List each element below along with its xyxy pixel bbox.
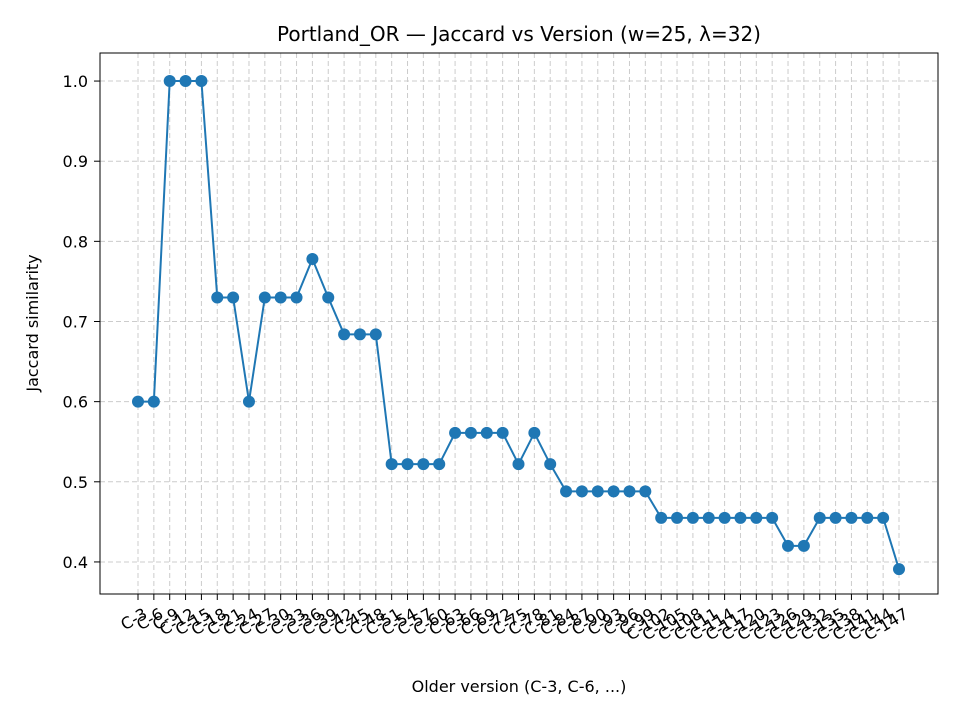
data-point xyxy=(575,485,588,498)
data-point xyxy=(401,458,414,471)
data-point xyxy=(607,485,620,498)
y-tick-label: 0.4 xyxy=(63,553,88,572)
data-point xyxy=(147,395,160,408)
data-point xyxy=(702,511,715,524)
y-axis-label: Jaccard similarity xyxy=(23,254,42,392)
data-point xyxy=(734,511,747,524)
data-point xyxy=(750,511,763,524)
data-point xyxy=(449,426,462,439)
data-point xyxy=(766,511,779,524)
x-axis-label: Older version (C-3, C-6, ...) xyxy=(412,677,627,696)
data-point xyxy=(417,458,430,471)
data-point xyxy=(338,328,351,341)
data-point xyxy=(464,426,477,439)
data-point xyxy=(845,511,858,524)
data-point xyxy=(639,485,652,498)
data-point xyxy=(623,485,636,498)
data-point xyxy=(782,539,795,552)
data-point xyxy=(560,485,573,498)
data-point xyxy=(877,511,890,524)
data-point xyxy=(258,291,271,304)
data-point xyxy=(512,458,525,471)
chart-title: Portland_OR — Jaccard vs Version (w=25, … xyxy=(277,22,761,46)
data-point xyxy=(306,252,319,265)
data-point xyxy=(274,291,287,304)
data-point xyxy=(195,75,208,88)
y-tick-label: 0.8 xyxy=(63,232,88,251)
data-point xyxy=(829,511,842,524)
data-point xyxy=(861,511,874,524)
data-point xyxy=(227,291,240,304)
y-tick-label: 0.6 xyxy=(63,393,88,412)
y-tick-label: 0.7 xyxy=(63,312,88,331)
y-tick-label: 0.9 xyxy=(63,152,88,171)
data-point xyxy=(433,458,446,471)
data-point xyxy=(163,75,176,88)
data-point xyxy=(893,563,905,576)
data-point xyxy=(528,426,541,439)
y-tick-label: 0.5 xyxy=(63,473,88,492)
gridlines xyxy=(100,53,938,594)
data-point xyxy=(671,511,684,524)
data-point xyxy=(211,291,224,304)
y-tick-label: 1.0 xyxy=(63,72,88,91)
data-point xyxy=(813,511,826,524)
data-point xyxy=(480,426,493,439)
data-point xyxy=(591,485,604,498)
data-point xyxy=(369,328,382,341)
data-point xyxy=(718,511,731,524)
data-point xyxy=(797,539,810,552)
data-point xyxy=(655,511,668,524)
data-point xyxy=(385,458,398,471)
data-point xyxy=(179,75,192,88)
series-markers xyxy=(132,75,905,576)
data-point xyxy=(544,458,557,471)
data-point xyxy=(322,291,335,304)
data-point xyxy=(353,328,366,341)
data-point xyxy=(290,291,303,304)
data-point xyxy=(132,395,144,408)
data-point xyxy=(496,426,509,439)
data-point xyxy=(242,395,255,408)
y-axis-ticks: 0.4 0.5 0.6 0.7 0.8 0.9 1.0 xyxy=(63,72,100,572)
data-point xyxy=(686,511,699,524)
